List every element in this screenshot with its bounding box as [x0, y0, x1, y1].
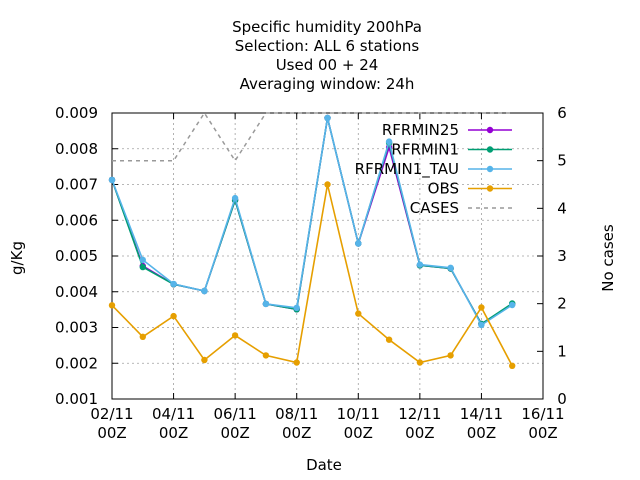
point-rfrmin1: [139, 263, 146, 271]
series-line-rfrmin1-tau: [111, 117, 513, 327]
legend-marker-rfrmin1: [486, 146, 494, 153]
point-obs: [262, 352, 270, 359]
y2-tick-label: 4: [557, 199, 567, 217]
y-tick-label: 0.009: [55, 104, 98, 122]
x-tick-label: 00Z: [97, 424, 126, 442]
legend-marker-rfrmin1-tau: [486, 165, 494, 173]
point-rfrmin1-tau: [385, 138, 393, 145]
point-rfrmin1-tau: [447, 264, 454, 271]
x-tick-label: 00Z: [467, 424, 496, 442]
x-tick-label: 08/11: [275, 405, 318, 423]
point-rfrmin1-tau: [139, 256, 146, 264]
x-tick-label: 00Z: [405, 424, 434, 442]
point-rfrmin1-tau: [293, 304, 300, 311]
legend-label-rfrmin1: RFRMIN1: [391, 141, 459, 159]
x-tick-label: 14/11: [460, 405, 503, 423]
y-tick-label: 0.004: [55, 283, 98, 301]
y-tick-label: 0.005: [55, 247, 98, 265]
legend-label-rfrmin1-tau: RFRMIN1_TAU: [355, 160, 459, 179]
legend-label-obs: OBS: [428, 180, 459, 198]
point-obs: [324, 181, 331, 188]
y2-tick-label: 5: [557, 152, 567, 170]
y2-tick-label: 3: [557, 247, 567, 265]
point-rfrmin1-tau: [478, 321, 485, 329]
point-obs: [108, 302, 116, 309]
point-obs: [478, 304, 485, 311]
point-obs: [447, 352, 454, 359]
y2-tick-label: 6: [557, 104, 567, 122]
y-tick-label: 0.008: [55, 140, 98, 158]
title-line: Specific humidity 200hPa: [232, 18, 422, 36]
point-rfrmin1-tau: [509, 301, 516, 309]
x-tick-label: 00Z: [282, 424, 311, 442]
y2-tick-label: 2: [557, 295, 567, 313]
point-obs: [509, 362, 516, 369]
legend-marker-rfrmin25: [486, 126, 494, 134]
y-tick-label: 0.001: [55, 390, 98, 408]
point-rfrmin1-tau: [201, 287, 208, 295]
x-tick-label: 00Z: [528, 424, 557, 442]
legend-marker-obs: [486, 185, 494, 192]
point-rfrmin1-tau: [416, 261, 424, 268]
plot-border: [111, 112, 544, 400]
legend-label-cases: CASES: [410, 199, 459, 217]
x-tick-label: 16/11: [521, 405, 564, 423]
point-rfrmin1-tau: [355, 240, 362, 247]
series-line-obs: [111, 184, 513, 367]
title-line: Used 00 + 24: [276, 56, 379, 74]
point-obs: [293, 359, 300, 366]
x-tick-label: 02/11: [90, 405, 133, 423]
y-tick-label: 0.006: [55, 211, 98, 229]
y-tick-label: 0.003: [55, 319, 98, 337]
title-line: Averaging window: 24h: [240, 75, 415, 93]
y-tick-label: 0.007: [55, 176, 98, 194]
x-tick-label: 12/11: [398, 405, 441, 423]
y2-tick-label: 0: [557, 390, 567, 408]
point-obs: [139, 333, 146, 340]
point-obs: [385, 336, 393, 343]
x-tick-label: 06/11: [214, 405, 257, 423]
point-rfrmin1-tau: [231, 194, 239, 202]
x-axis-label: Date: [306, 456, 342, 474]
y-tick-label: 0.002: [55, 354, 98, 372]
point-rfrmin1-tau: [170, 280, 177, 288]
point-obs: [201, 356, 208, 364]
point-obs: [231, 332, 239, 339]
x-tick-label: 04/11: [152, 405, 195, 423]
axes: 0.001 0.002 0.003 0.004 0.005 0.006 0.007 0.008…: [55, 104, 567, 442]
point-rfrmin1-tau: [324, 114, 331, 122]
legend-label-rfrmin25: RFRMIN25: [382, 121, 459, 139]
y2-axis-label: No cases: [599, 224, 617, 292]
x-tick-label: 00Z: [220, 424, 249, 442]
series-line-cases: [112, 111, 513, 163]
y-axis-label: g/Kg: [8, 241, 26, 275]
point-rfrmin1-tau: [108, 176, 116, 184]
title-line: Selection: ALL 6 stations: [235, 37, 420, 55]
x-tick-label: 10/11: [337, 405, 380, 423]
point-obs: [416, 359, 424, 366]
x-tick-label: 00Z: [344, 424, 373, 442]
point-rfrmin1-tau: [262, 300, 270, 308]
x-tick-label: 00Z: [159, 424, 188, 442]
point-obs: [355, 310, 362, 317]
y2-tick-label: 1: [557, 342, 567, 360]
point-obs: [170, 312, 177, 320]
series-area: [108, 111, 516, 369]
